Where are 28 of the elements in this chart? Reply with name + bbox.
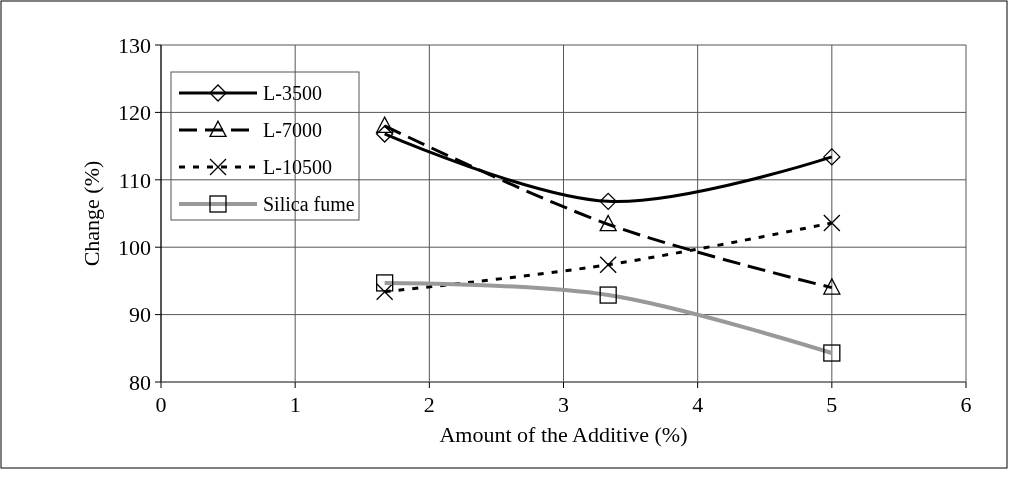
x-tick-label: 5 xyxy=(826,392,838,417)
x-tick-label: 0 xyxy=(155,392,167,417)
x-axis-title: Amount of the Additive (%) xyxy=(439,422,688,447)
legend-label: L-10500 xyxy=(263,156,332,178)
y-tick-label: 90 xyxy=(129,302,151,328)
y-tick-label: 120 xyxy=(118,100,151,126)
point xyxy=(599,214,617,232)
point xyxy=(599,256,617,274)
x-tick-label: 2 xyxy=(423,392,435,417)
legend-label: L-3500 xyxy=(263,82,322,104)
point xyxy=(599,192,617,211)
x-tick-label: 6 xyxy=(960,392,972,417)
x-tick-label: 1 xyxy=(289,392,301,417)
point xyxy=(376,125,394,143)
y-tick-label: 130 xyxy=(118,32,151,58)
point xyxy=(823,148,841,166)
point xyxy=(376,116,394,133)
y-tick-label: 80 xyxy=(129,369,151,395)
x-tick-label: 4 xyxy=(692,392,704,417)
y-tick-label: 110 xyxy=(118,167,151,193)
point xyxy=(823,278,841,295)
y-axis-title: Change (%) xyxy=(79,160,104,267)
point xyxy=(823,214,841,232)
legend-label: L-7000 xyxy=(263,119,322,141)
y-tick-label: 100 xyxy=(118,234,151,260)
legend-label: Silica fume xyxy=(263,193,355,215)
point xyxy=(376,283,394,301)
x-tick-label: 3 xyxy=(558,392,569,417)
